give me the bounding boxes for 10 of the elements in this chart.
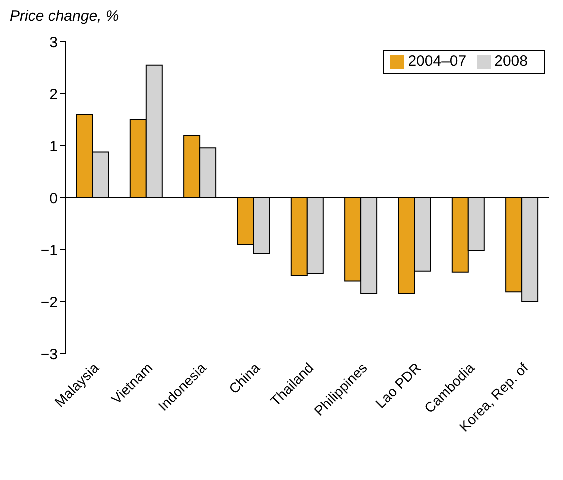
y-tick-label: 1 (50, 138, 58, 156)
y-axis-title: Price change, % (10, 8, 120, 25)
legend-label: 2008 (494, 53, 528, 70)
y-tick-label: 2 (50, 86, 58, 104)
legend-label: 2004–07 (408, 53, 467, 70)
y-tick-label: 3 (50, 34, 58, 52)
y-tick-label: −3 (40, 346, 58, 364)
y-tick-label: −1 (40, 242, 58, 260)
y-tick-label: −2 (40, 294, 58, 312)
y-tick-label: 0 (50, 190, 58, 208)
